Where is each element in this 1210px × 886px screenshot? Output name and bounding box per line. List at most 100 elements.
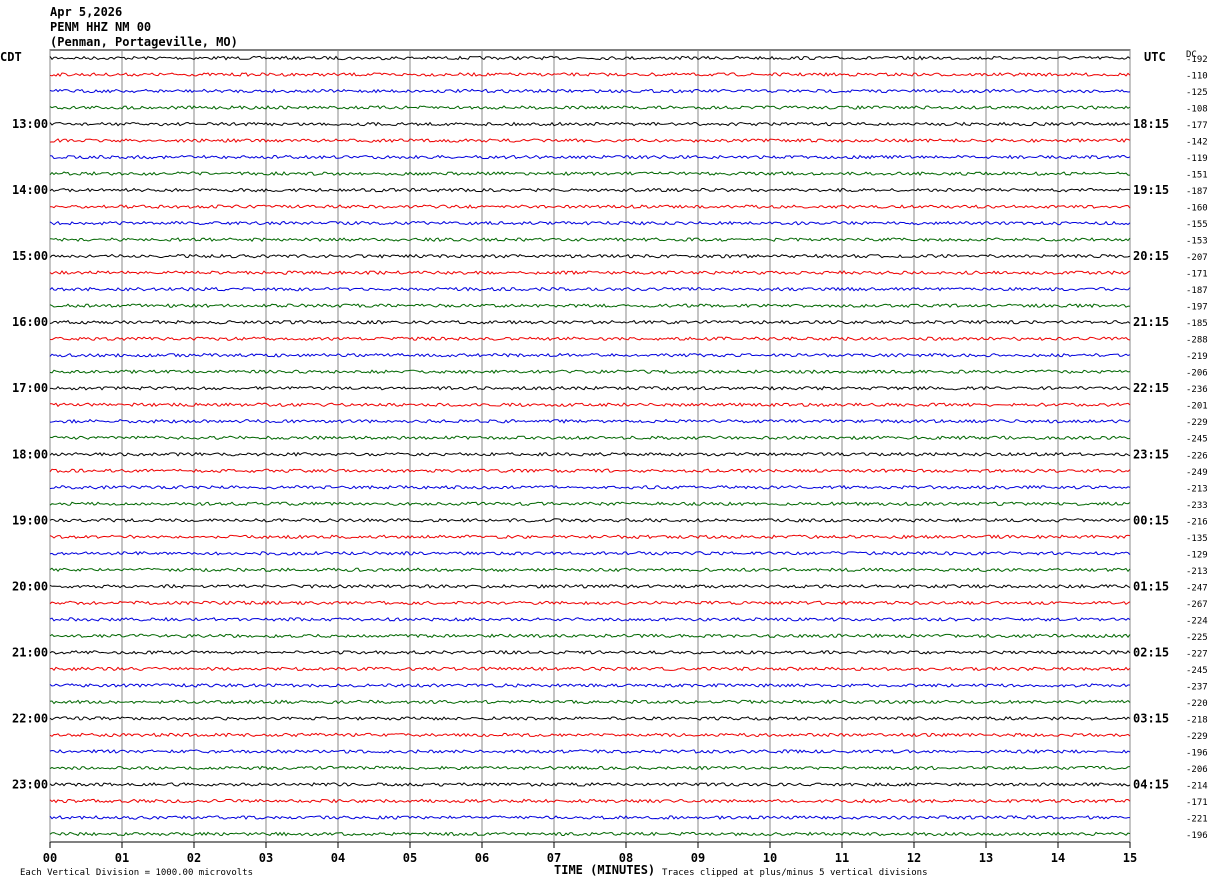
- trace: [49, 402, 1131, 408]
- utc-label: 00:15: [1133, 513, 1169, 527]
- dc-offset: -218: [1186, 715, 1208, 725]
- trace: [49, 782, 1131, 787]
- trace: [49, 369, 1131, 375]
- x-tick-label: 07: [547, 851, 561, 865]
- dc-offset: -206: [1186, 369, 1208, 379]
- dc-offset: -225: [1186, 633, 1208, 643]
- trace: [49, 468, 1131, 474]
- trace: [49, 484, 1131, 490]
- trace: [49, 204, 1131, 209]
- dc-offset: -249: [1186, 468, 1208, 478]
- trace: [49, 815, 1130, 820]
- dc-offset: -129: [1186, 550, 1208, 560]
- location: (Penman, Portageville, MO): [50, 35, 238, 49]
- x-tick-label: 09: [691, 851, 705, 865]
- trace: [49, 831, 1131, 837]
- cdt-label: 21:00: [12, 645, 48, 659]
- trace: [49, 765, 1131, 771]
- utc-label: 02:15: [1133, 645, 1169, 659]
- cdt-label: 16:00: [12, 315, 48, 329]
- dc-offset: -229: [1186, 418, 1208, 428]
- trace: [49, 171, 1130, 177]
- trace: [49, 600, 1131, 606]
- clip-note: Traces clipped at plus/minus 5 vertical …: [662, 868, 928, 878]
- dc-offset: -153: [1186, 237, 1208, 247]
- trace: [49, 633, 1131, 639]
- trace: [49, 303, 1131, 309]
- x-tick-label: 12: [907, 851, 921, 865]
- dc-offset: -192: [1186, 55, 1208, 65]
- dc-title: DC: [1186, 50, 1197, 60]
- cdt-label: 18:00: [12, 447, 48, 461]
- x-tick-label: 10: [763, 851, 777, 865]
- utc-label: 04:15: [1133, 777, 1169, 791]
- dc-offset: -171: [1186, 270, 1208, 280]
- dc-offset: -187: [1186, 187, 1208, 197]
- trace: [49, 748, 1131, 754]
- trace: [49, 237, 1131, 243]
- x-tick-label: 03: [259, 851, 273, 865]
- date: Apr 5,2026: [50, 5, 122, 19]
- trace: [49, 715, 1131, 721]
- utc-label: 20:15: [1133, 249, 1169, 263]
- x-tick-label: 11: [835, 851, 849, 865]
- trace: [49, 435, 1131, 441]
- dc-offset: -220: [1186, 699, 1208, 709]
- dc-offset: -227: [1186, 649, 1208, 659]
- cdt-label: 22:00: [12, 711, 48, 725]
- cdt-label: 14:00: [12, 183, 48, 197]
- trace: [49, 138, 1131, 143]
- x-tick-label: 13: [979, 851, 993, 865]
- utc-label: 01:15: [1133, 579, 1169, 593]
- dc-offset: -196: [1186, 831, 1208, 841]
- trace: [49, 105, 1131, 110]
- right-zone: UTC: [1144, 50, 1166, 64]
- x-tick-label: 14: [1051, 851, 1065, 865]
- cdt-label: 15:00: [12, 249, 48, 263]
- trace: [49, 55, 1131, 61]
- trace: [49, 583, 1131, 589]
- dc-offset: -119: [1186, 154, 1208, 164]
- dc-offset: -226: [1186, 451, 1208, 461]
- trace: [49, 732, 1131, 738]
- trace: [49, 683, 1130, 688]
- utc-label: 21:15: [1133, 315, 1169, 329]
- station: PENM HHZ NM 00: [50, 20, 151, 34]
- trace: [49, 286, 1131, 292]
- dc-offset: -110: [1186, 72, 1208, 82]
- dc-offset: -233: [1186, 501, 1208, 511]
- cdt-label: 20:00: [12, 579, 48, 593]
- dc-offset: -213: [1186, 484, 1208, 494]
- trace: [49, 534, 1131, 540]
- trace: [49, 253, 1131, 259]
- trace: [49, 451, 1131, 457]
- x-tick-label: 05: [403, 851, 417, 865]
- dc-offset: -197: [1186, 303, 1208, 313]
- trace: [49, 187, 1131, 193]
- trace: [49, 88, 1131, 94]
- dc-offset: -151: [1186, 171, 1208, 181]
- trace: [49, 270, 1131, 276]
- x-tick-label: 04: [331, 851, 345, 865]
- trace: [49, 517, 1131, 523]
- dc-offset: -216: [1186, 517, 1208, 527]
- dc-offset: -267: [1186, 600, 1208, 610]
- trace: [49, 319, 1131, 325]
- cdt-label: 17:00: [12, 381, 48, 395]
- x-tick-label: 06: [475, 851, 489, 865]
- trace: [50, 385, 1131, 391]
- dc-offset: -224: [1186, 616, 1208, 626]
- trace: [49, 501, 1131, 507]
- dc-offset: -213: [1186, 567, 1208, 577]
- trace: [49, 121, 1131, 127]
- dc-offset: -155: [1186, 220, 1208, 230]
- cdt-label: 23:00: [12, 777, 48, 791]
- trace: [49, 699, 1131, 705]
- trace: [49, 418, 1131, 424]
- dc-offset: -245: [1186, 666, 1208, 676]
- x-tick-label: 02: [187, 851, 201, 865]
- dc-offset: -237: [1186, 682, 1208, 692]
- scale-note: Each Vertical Division = 1000.00 microvo…: [20, 868, 253, 878]
- utc-label: 22:15: [1133, 381, 1169, 395]
